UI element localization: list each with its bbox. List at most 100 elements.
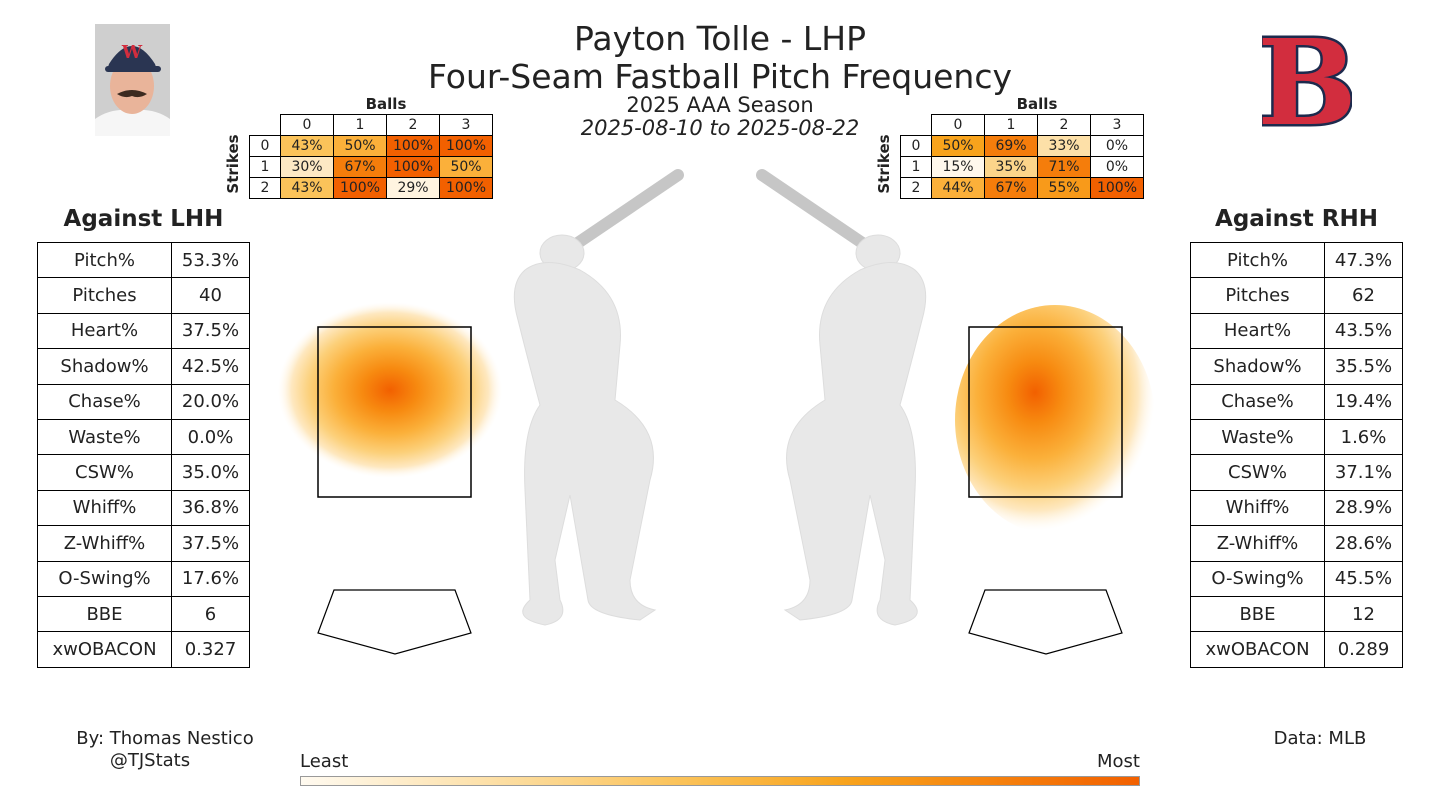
stat-row: Whiff% 28.9%: [1190, 489, 1403, 527]
home-plate-lhh: [317, 589, 472, 655]
stat-value: 28.9%: [1324, 489, 1403, 527]
stat-row: Heart% 43.5%: [1190, 312, 1403, 350]
stat-row: O-Swing% 45.5%: [1190, 560, 1403, 597]
svg-text:W: W: [121, 42, 143, 63]
count-cell: 50%: [931, 135, 985, 157]
legend-least-label: Least: [300, 751, 349, 772]
count-grid-rhh: 0 1 2 3 0 50% 69% 33% 0% 1 15% 35% 71% 0% 2 44% 67% 55% 10…: [900, 114, 1144, 199]
strike-zone-lhh: [317, 326, 472, 498]
stat-name: BBE: [1190, 595, 1325, 633]
balls-header-3: 3: [1090, 114, 1144, 136]
stat-name: Shadow%: [37, 348, 172, 385]
stat-value: 6: [171, 595, 250, 633]
legend-colorbar: [300, 776, 1140, 786]
stat-name: Whiff%: [1190, 489, 1325, 527]
stats-table-lhh: Pitch% 53.3% Pitches 40 Heart% 37.5% Shadow% 42…: [37, 241, 250, 668]
balls-header-0: 0: [280, 114, 334, 136]
stat-value: 20.0%: [171, 383, 250, 420]
balls-label-rhh: Balls: [1016, 95, 1058, 113]
season-label: 2025 AAA Season: [626, 93, 814, 117]
stat-name: Pitch%: [37, 241, 172, 279]
stat-name: O-Swing%: [37, 560, 172, 597]
balls-header-2: 2: [1037, 114, 1091, 136]
count-cell: 67%: [333, 156, 387, 178]
stat-value: 35.5%: [1324, 348, 1403, 385]
count-cell: 69%: [984, 135, 1038, 157]
stat-name: Pitches: [37, 277, 172, 314]
balls-header-3: 3: [439, 114, 493, 136]
stat-value: 42.5%: [171, 348, 250, 385]
stat-value: 0.289: [1324, 631, 1403, 668]
balls-header-2: 2: [386, 114, 440, 136]
grid-corner: [901, 115, 932, 136]
stat-name: Whiff%: [37, 489, 172, 527]
stat-name: Waste%: [37, 418, 172, 456]
count-cell: 15%: [931, 156, 985, 178]
stat-name: CSW%: [1190, 454, 1325, 491]
stat-row: Pitches 40: [37, 277, 250, 314]
count-cell: 100%: [1090, 177, 1144, 199]
stat-row: xwOBACON 0.327: [37, 631, 250, 668]
stat-row: Z-Whiff% 37.5%: [37, 525, 250, 562]
count-cell: 67%: [984, 177, 1038, 199]
stat-value: 35.0%: [171, 454, 250, 491]
stat-value: 62: [1324, 277, 1403, 314]
count-cell: 35%: [984, 156, 1038, 178]
stat-row: Shadow% 42.5%: [37, 348, 250, 385]
stat-name: Z-Whiff%: [1190, 525, 1325, 562]
count-cell: 100%: [439, 177, 493, 199]
stat-value: 43.5%: [1324, 312, 1403, 350]
stat-row: CSW% 35.0%: [37, 454, 250, 491]
strikes-header-2: 2: [900, 177, 932, 199]
stat-name: O-Swing%: [1190, 560, 1325, 597]
stat-row: BBE 6: [37, 595, 250, 633]
strikes-header-1: 1: [249, 156, 281, 178]
stat-name: Heart%: [1190, 312, 1325, 350]
stat-row: BBE 12: [1190, 595, 1403, 633]
stat-name: Waste%: [1190, 418, 1325, 456]
stat-value: 19.4%: [1324, 383, 1403, 420]
heading-rhh: Against RHH: [1215, 206, 1378, 232]
density-lhh: [278, 302, 502, 478]
player-headshot: W: [95, 24, 170, 136]
stat-value: 53.3%: [171, 241, 250, 279]
stat-row: Whiff% 36.8%: [37, 489, 250, 527]
balls-label-lhh: Balls: [365, 95, 407, 113]
stat-row: Pitch% 47.3%: [1190, 241, 1403, 279]
stat-value: 1.6%: [1324, 418, 1403, 456]
count-cell: 44%: [931, 177, 985, 199]
strikes-header-0: 0: [900, 135, 932, 157]
data-source: Data: MLB: [1273, 728, 1367, 749]
stat-value: 0.0%: [171, 418, 250, 456]
batter-silhouette-right: [756, 169, 927, 626]
count-cell: 50%: [439, 156, 493, 178]
count-cell: 55%: [1037, 177, 1091, 199]
stat-value: 40: [171, 277, 250, 314]
batter-silhouette-left: [513, 169, 684, 626]
count-cell: 100%: [333, 177, 387, 199]
stat-name: Chase%: [37, 383, 172, 420]
count-cell: 100%: [386, 135, 440, 157]
stat-value: 0.327: [171, 631, 250, 668]
stat-row: Waste% 1.6%: [1190, 418, 1403, 456]
strikes-label-lhh: Strikes: [224, 134, 242, 194]
stat-row: Pitch% 53.3%: [37, 241, 250, 279]
stat-name: Shadow%: [1190, 348, 1325, 385]
stat-value: 37.5%: [171, 312, 250, 350]
stat-name: Chase%: [1190, 383, 1325, 420]
team-logo: B: [1255, 11, 1360, 155]
stat-value: 28.6%: [1324, 525, 1403, 562]
stat-row: Heart% 37.5%: [37, 312, 250, 350]
heatmap-plot: [278, 169, 1155, 655]
count-cell: 29%: [386, 177, 440, 199]
stat-row: Shadow% 35.5%: [1190, 348, 1403, 385]
count-cell: 0%: [1090, 135, 1144, 157]
stat-row: xwOBACON 0.289: [1190, 631, 1403, 668]
count-cell: 50%: [333, 135, 387, 157]
count-cell: 43%: [280, 135, 334, 157]
count-cell: 100%: [439, 135, 493, 157]
stat-name: CSW%: [37, 454, 172, 491]
stat-row: Chase% 20.0%: [37, 383, 250, 420]
heading-lhh: Against LHH: [63, 206, 224, 232]
stat-value: 37.5%: [171, 525, 250, 562]
